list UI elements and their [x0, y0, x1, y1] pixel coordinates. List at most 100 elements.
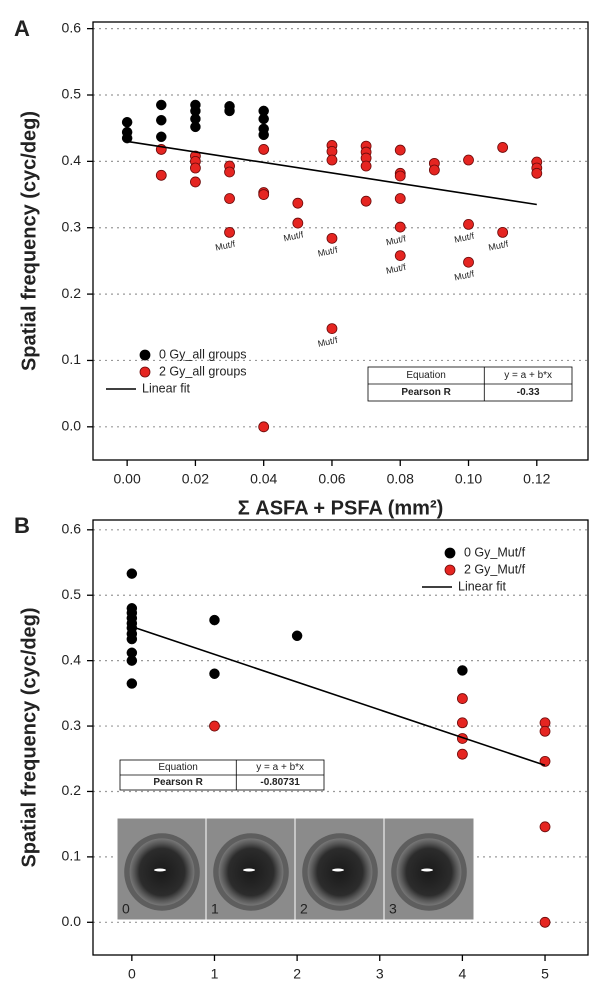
x-tick-label: 0.00: [114, 471, 141, 487]
data-point: [539, 725, 551, 737]
photo-label: 2: [300, 901, 308, 917]
eye-reflection: [421, 868, 433, 872]
legend-label: Linear fit: [458, 579, 506, 593]
data-point: [209, 668, 220, 679]
data-point: [126, 655, 138, 666]
legend-label: 0 Gy_all groups: [159, 347, 247, 361]
y-tick-label: 0.3: [62, 717, 82, 733]
annotation: Mut/f: [283, 229, 305, 243]
table-cell: Pearson R: [401, 387, 451, 398]
x-tick-label: 2: [293, 966, 301, 982]
x-tick-label: 3: [376, 966, 384, 982]
x-tick-label: 0.02: [182, 471, 209, 487]
x-axis-title: Σ ASFA + PSFA (mm²): [238, 497, 444, 519]
x-tick-label: 1: [211, 966, 219, 982]
data-point: [463, 154, 474, 166]
y-tick-label: 0.4: [62, 651, 82, 667]
data-point: [326, 323, 338, 335]
data-point: [258, 421, 270, 433]
annotation: Mut/f: [385, 233, 407, 247]
photo-label: 1: [211, 901, 219, 917]
eye: [129, 838, 195, 906]
y-tick-label: 0.1: [62, 848, 82, 864]
data-point: [224, 193, 235, 204]
table-cell: y = a + b*x: [504, 370, 552, 381]
table-cell: -0.33: [517, 387, 540, 398]
x-tick-label: 0.10: [455, 471, 482, 487]
data-point: [360, 195, 372, 207]
data-point: [126, 633, 138, 645]
data-point: [156, 99, 167, 111]
table-cell: -0.80731: [260, 777, 300, 788]
data-point: [394, 221, 406, 233]
data-point: [456, 693, 468, 704]
y-tick-label: 0.6: [62, 19, 82, 35]
y-axis-title: Spatial frequency (cyc/deg): [18, 607, 40, 867]
y-tick-label: 0.5: [62, 586, 82, 602]
legend-label: 2 Gy_all groups: [159, 364, 247, 378]
y-tick-label: 0.0: [62, 913, 82, 929]
y-tick-label: 0.2: [62, 285, 82, 301]
data-point: [326, 154, 338, 166]
data-point: [209, 614, 220, 626]
annotation: Mut/f: [317, 335, 339, 349]
data-point: [190, 121, 201, 133]
data-point: [457, 665, 468, 676]
annotation: Mut/f: [453, 268, 475, 282]
data-point: [463, 256, 474, 268]
panel-label: B: [14, 513, 30, 538]
data-point: [224, 166, 235, 178]
plot-frame: [92, 21, 589, 461]
data-point: [531, 167, 543, 179]
annotation: Mut/f: [385, 262, 407, 276]
data-point: [156, 114, 167, 126]
annotation: Mut/f: [487, 239, 509, 253]
data-point: [539, 821, 551, 833]
fit-line: [131, 625, 546, 767]
y-tick-label: 0.3: [62, 218, 82, 234]
table-cell: y = a + b*x: [256, 762, 304, 773]
data-point: [428, 164, 440, 176]
eye: [218, 838, 284, 906]
legend-label: Linear fit: [142, 381, 190, 395]
data-point: [126, 678, 138, 689]
x-tick-label: 0: [128, 966, 136, 982]
data-point: [497, 142, 509, 153]
eye-reflection: [243, 868, 255, 872]
y-tick-label: 0.5: [62, 86, 82, 102]
data-point: [224, 226, 235, 238]
x-tick-label: 0.04: [250, 471, 277, 487]
data-point: [291, 630, 303, 642]
annotation: Mut/f: [317, 245, 339, 259]
data-point: [456, 717, 468, 729]
data-point: [326, 232, 338, 244]
data-point: [258, 129, 269, 141]
y-tick-label: 0.1: [62, 351, 82, 367]
x-tick-label: 5: [541, 966, 549, 982]
photo-label: 0: [122, 901, 130, 917]
data-point: [456, 748, 468, 760]
legend-marker: [444, 564, 456, 576]
eye: [396, 838, 462, 906]
fit-line: [127, 140, 537, 206]
data-point: [463, 219, 474, 230]
y-axis-title: Spatial frequency (cyc/deg): [18, 111, 40, 371]
table-cell: Pearson R: [153, 777, 203, 788]
x-tick-label: 0.06: [318, 471, 345, 487]
legend-label: 0 Gy_Mut/f: [464, 545, 526, 559]
panel-label: A: [14, 16, 30, 41]
legend-marker: [444, 547, 456, 559]
plot-frame: [92, 519, 589, 956]
data-point: [190, 176, 201, 188]
data-point: [156, 131, 167, 143]
data-point: [360, 160, 372, 172]
data-point: [497, 226, 509, 238]
data-point: [258, 189, 270, 200]
data-point: [209, 720, 220, 732]
table-cell: Equation: [406, 370, 445, 381]
data-point: [258, 144, 270, 155]
eye-reflection: [332, 868, 344, 872]
x-tick-label: 0.12: [523, 471, 550, 487]
